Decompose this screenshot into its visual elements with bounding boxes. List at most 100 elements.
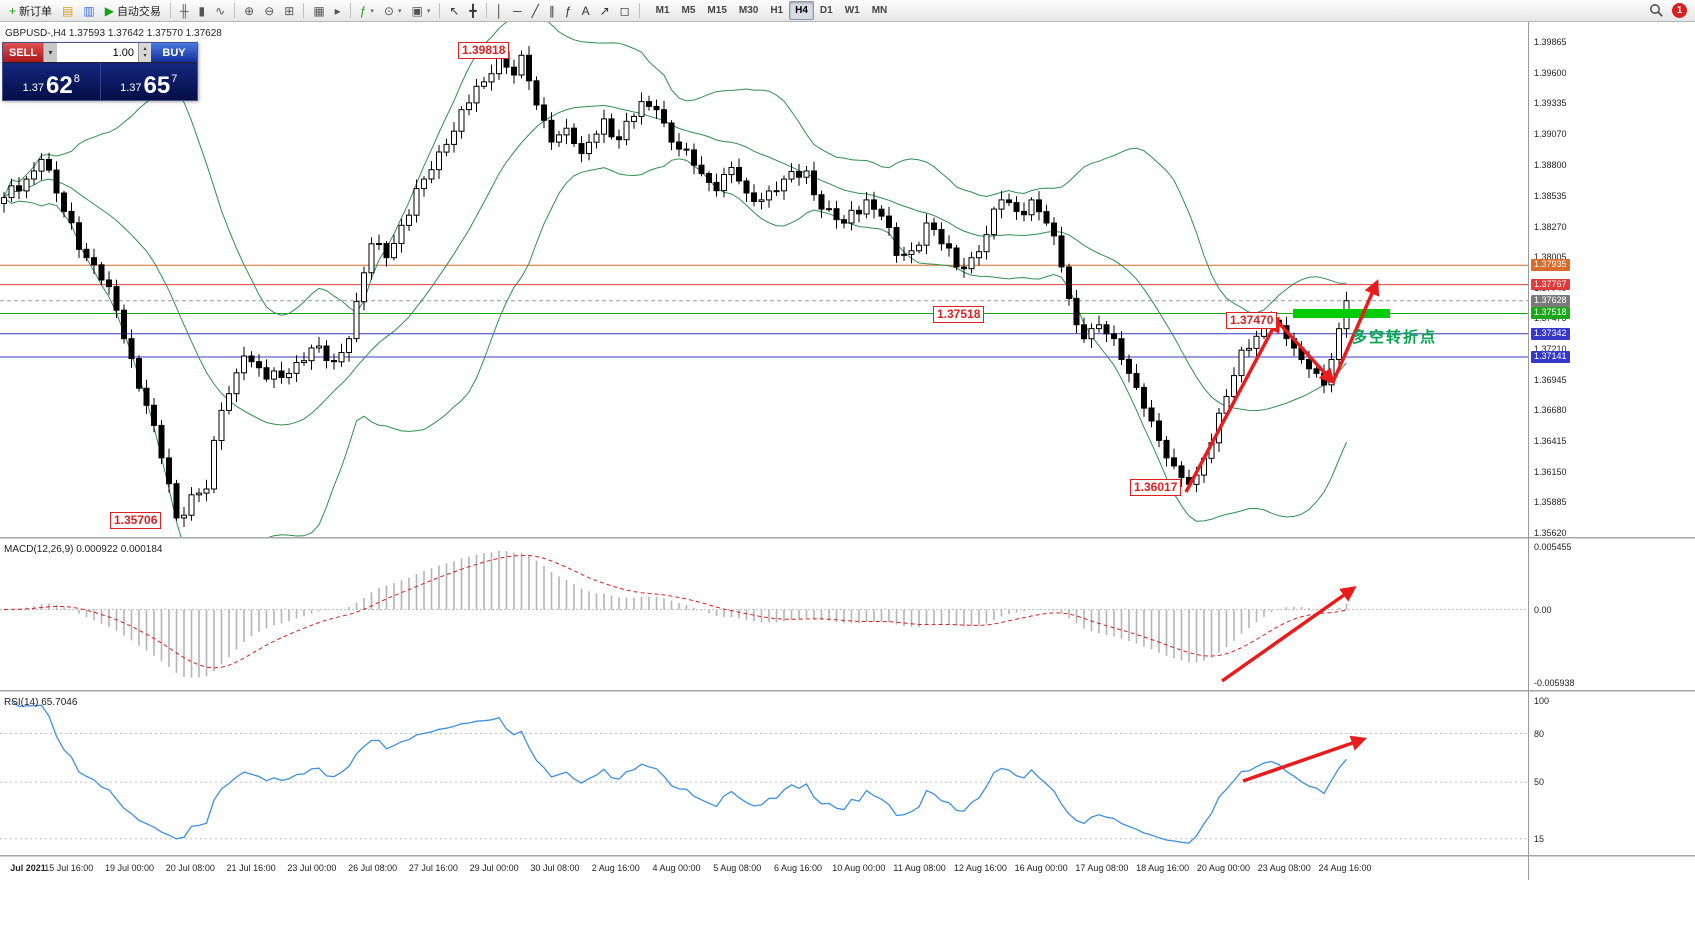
green-highlight-zone[interactable] <box>1293 309 1390 318</box>
time-tick-label: 5 Aug 08:00 <box>713 863 762 873</box>
buy-button[interactable]: BUY <box>151 43 197 62</box>
panel-resize-handle[interactable] <box>0 690 1695 692</box>
crosshair-icon: ╋ <box>469 3 477 18</box>
timeframe-m30-button[interactable]: M30 <box>738 5 759 16</box>
price-annotation[interactable]: 1.39818 <box>458 42 510 59</box>
time-tick-label: 24 Aug 16:00 <box>1318 863 1372 873</box>
trendline-tool-button[interactable]: ╱ <box>527 0 544 21</box>
macd-trend-arrow[interactable] <box>1220 586 1357 683</box>
search-icon[interactable] <box>1649 3 1664 18</box>
chart-windows-button[interactable]: ▤ <box>57 0 78 21</box>
lot-size-input[interactable]: 1.00 <box>57 43 138 62</box>
templates-caret-icon[interactable]: ▾ <box>426 7 431 15</box>
ask-price-big: 65 <box>143 71 171 99</box>
rsi-trend-arrow[interactable] <box>1242 735 1367 783</box>
time-tick-label: 23 Aug 08:00 <box>1257 863 1311 873</box>
horizontal-line-tool-icon: ─ <box>513 3 522 18</box>
vertical-line-tool-button[interactable]: │ <box>491 0 509 21</box>
periods-button[interactable]: ⊙ ▾ <box>379 0 407 21</box>
price-annotation[interactable]: 1.37470 <box>1226 312 1278 329</box>
notification-badge[interactable]: 1 <box>1672 3 1687 18</box>
timeframe-h1-button[interactable]: H1 <box>770 5 784 16</box>
macd-scale-label: 0.00 <box>1534 604 1552 615</box>
rsi-panel[interactable] <box>0 693 1528 855</box>
macd-axis: 0.005455 0.00 -0.005938 <box>1530 540 1695 690</box>
price-annotation[interactable]: 1.36017 <box>1130 479 1182 496</box>
indicators-button[interactable]: ƒ ▾ <box>355 0 379 21</box>
lot-spinner[interactable]: ▴ ▾ <box>138 43 151 62</box>
price-annotation[interactable]: 1.35706 <box>110 512 162 529</box>
rsi-scale-label: 80 <box>1534 728 1545 739</box>
crosshair-button[interactable]: ╋ <box>464 0 481 21</box>
fibonacci-tool-icon: ƒ <box>564 3 572 18</box>
rsi-scale-label: 100 <box>1534 696 1550 707</box>
macd-signal-line <box>3 554 1347 669</box>
time-tick-label: 15 Jul 16:00 <box>44 863 94 873</box>
horizontal-level-lines[interactable] <box>0 264 1528 358</box>
periods-icon: ⊙ <box>383 3 394 18</box>
tile-windows-button[interactable]: ⊞ <box>279 0 299 21</box>
price-annotation[interactable]: 1.37518 <box>933 306 985 323</box>
order-type-dropdown-icon[interactable]: ▾ <box>43 43 57 62</box>
indicators-caret-icon[interactable]: ▾ <box>370 7 374 15</box>
arrows-tool-button[interactable]: ↗ <box>595 0 615 21</box>
rsi-label: RSI(14) 65.7046 <box>4 697 78 708</box>
vertical-line-tool-icon: │ <box>495 3 504 18</box>
periods-caret-icon[interactable]: ▾ <box>397 7 402 15</box>
zoom-in-button[interactable]: ⊕ <box>239 0 259 21</box>
bid-price-prefix: 1.37 <box>22 82 45 94</box>
rsi-line <box>11 700 1347 844</box>
templates-icon: ▣ <box>411 3 423 18</box>
chart-shift-button[interactable]: ▸ <box>330 0 346 21</box>
equidistant-channel-tool-button[interactable]: ∥ <box>544 0 560 21</box>
chart-note-text[interactable]: 多空转折点 <box>1352 329 1438 346</box>
auto-arrange-button[interactable]: ▦ <box>308 0 329 21</box>
new-order-button[interactable]: + 新订单 <box>4 0 57 21</box>
sell-button[interactable]: SELL <box>3 43 43 62</box>
panel-resize-handle[interactable] <box>0 537 1695 539</box>
time-axis[interactable]: Jul 2021 15 Jul 16:00 19 Jul 00:00 20 Jul 0… <box>0 857 1695 880</box>
text-tool-icon: A <box>581 3 590 18</box>
timeframe-w1-button[interactable]: W1 <box>844 5 860 16</box>
price-level-label: 1.37518 <box>1531 307 1570 320</box>
timeframe-d1-button[interactable]: D1 <box>819 5 833 16</box>
timeframe-h4-button[interactable]: H4 <box>789 1 814 20</box>
arrows-tool-icon: ↗ <box>599 3 610 18</box>
horizontal-line-tool-button[interactable]: ─ <box>508 0 527 21</box>
time-tick-label: 27 Jul 16:00 <box>408 863 458 873</box>
macd-scale-label: 0.005455 <box>1534 542 1572 552</box>
line-chart-type-button[interactable]: ∿ <box>210 0 230 21</box>
zoom-out-button[interactable]: ⊖ <box>259 0 279 21</box>
time-tick-label: 26 Jul 08:00 <box>348 863 398 873</box>
shapes-tool-button[interactable]: ◻ <box>615 0 635 21</box>
price-tick-label: 1.36680 <box>1534 405 1567 416</box>
price-tick-label: 1.39865 <box>1534 37 1567 47</box>
cursor-button[interactable]: ↖ <box>444 0 464 21</box>
templates-button[interactable]: ▣ ▾ <box>406 0 435 21</box>
ask-price-prefix: 1.37 <box>120 82 142 94</box>
timeframe-m15-button[interactable]: M15 <box>707 5 727 16</box>
auto-trading-button[interactable]: ▶ 自动交易 <box>100 0 166 21</box>
timeframe-m1-button[interactable]: M1 <box>655 5 670 16</box>
bid-price[interactable]: 1.37 62 8 <box>3 63 100 100</box>
panel-resize-handle[interactable] <box>0 855 1695 857</box>
zoom-out-icon: ⊖ <box>264 3 275 18</box>
bar-chart-type-button[interactable]: ╫ <box>175 0 194 21</box>
trend-arrows[interactable] <box>1184 279 1380 493</box>
toolbar-separator <box>638 3 640 18</box>
time-tick-label: 18 Aug 16:00 <box>1136 863 1190 873</box>
ask-price[interactable]: 1.37 65 7 <box>99 63 198 100</box>
price-chart[interactable] <box>0 22 1528 537</box>
bid-price-big: 62 <box>46 71 73 99</box>
fibonacci-tool-button[interactable]: ƒ <box>560 0 577 21</box>
toolbar-button-groups: + 新订单 ▤ ▥ ▶ 自动交易 ╫ ▮ ∿ ⊕ ⊖ ⊞ ▦ ▸ ƒ ▾ ⊙ ▾ ▣ ▾ ↖ ╋ │ ─ ╱ ∥ ƒ A ↗ ◻ <box>4 0 635 21</box>
time-tick-label: 2 Aug 16:00 <box>591 863 640 873</box>
macd-panel[interactable] <box>0 540 1528 690</box>
timeframe-mn-button[interactable]: MN <box>871 5 888 16</box>
candlestick-chart-type-button[interactable]: ▮ <box>193 0 210 21</box>
text-tool-button[interactable]: A <box>577 0 595 21</box>
rsi-axis: 100 80 50 15 <box>1530 693 1695 855</box>
timeframe-m5-button[interactable]: M5 <box>681 5 696 16</box>
profiles-button[interactable]: ▥ <box>78 0 99 21</box>
price-axis-line <box>1528 22 1529 880</box>
